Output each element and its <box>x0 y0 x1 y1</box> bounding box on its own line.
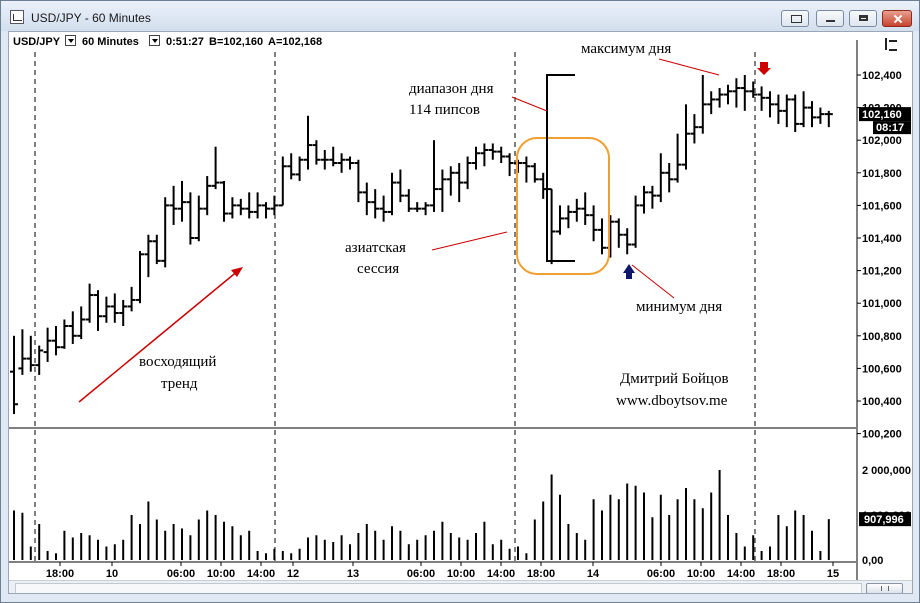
price-axis-label: 101,200 <box>862 266 902 278</box>
time-axis-label: 18:00 <box>46 568 74 580</box>
price-axis-label: 102,400 <box>862 70 902 82</box>
time-axis-label: 14 <box>587 568 600 580</box>
horizontal-scrollbar[interactable] <box>9 580 912 593</box>
chart-window-icon[interactable] <box>10 10 24 24</box>
window-title: USD/JPY - 60 Minutes <box>31 11 151 25</box>
author-name: Дмитрий Бойцов <box>620 371 729 387</box>
price-chart[interactable]: максимум дня диапазон дня 114 пипсов ази… <box>9 32 912 580</box>
time-axis-label: 10:00 <box>447 568 475 580</box>
day-low-pointer-line <box>631 264 675 299</box>
detach-icon <box>782 11 808 26</box>
maximize-icon <box>850 11 876 26</box>
interval-dropdown[interactable] <box>149 35 160 46</box>
interval-label: 60 Minutes <box>82 36 139 48</box>
time-axis-label: 18:00 <box>767 568 795 580</box>
detach-button[interactable] <box>781 10 809 27</box>
close-icon <box>883 11 911 26</box>
day-range-pointer-line <box>511 96 548 112</box>
asian-session-pointer-line <box>431 231 508 251</box>
time-axis-label: 14:00 <box>727 568 755 580</box>
chart-toolbar: USD/JPY 60 Minutes 0:51:27 B=102,160 A=1… <box>9 32 912 52</box>
asian-session-annotation-line2: сессия <box>357 261 399 277</box>
symbol-dropdown[interactable] <box>65 35 76 46</box>
time-axis-label: 10 <box>106 568 118 580</box>
asian-session-annotation-line1: азиатская <box>345 240 406 256</box>
symbol-label: USD/JPY <box>13 36 61 48</box>
close-button[interactable] <box>882 10 912 27</box>
time-axis-label: 10:00 <box>207 568 235 580</box>
uptrend-arrow-head <box>231 267 243 277</box>
day-range-annotation-line2: 114 пипсов <box>409 102 480 118</box>
author-website: www.dboytsov.me <box>616 393 728 409</box>
time-axis-label: 06:00 <box>647 568 675 580</box>
time-axis-label: 06:00 <box>407 568 435 580</box>
title-bar[interactable]: USD/JPY - 60 Minutes <box>1 1 919 31</box>
current-volume-label: 907,996 <box>864 514 904 526</box>
time-axis-label: 14:00 <box>487 568 515 580</box>
day-range-bracket <box>546 74 575 262</box>
bar-countdown-box <box>873 121 911 135</box>
price-axis-label: 101,400 <box>862 233 902 245</box>
current-price-label: 102,160 <box>862 109 902 121</box>
minimize-icon <box>817 11 843 26</box>
price-axis-label: 100,600 <box>862 363 902 375</box>
bar-timer: 0:51:27 <box>166 36 204 48</box>
price-axis-label: 100,200 <box>862 429 902 441</box>
time-axis-label: 10:00 <box>687 568 715 580</box>
time-axis-label: 15 <box>827 568 839 580</box>
current-price-box <box>859 107 911 122</box>
day-high-annotation: максимум дня <box>581 41 671 57</box>
price-axis-label: 100,400 <box>862 396 902 408</box>
time-axis-label: 13 <box>347 568 359 580</box>
day-high-arrow-icon <box>757 62 771 75</box>
chart-area[interactable]: USD/JPY 60 Minutes 0:51:27 B=102,160 A=1… <box>8 31 913 594</box>
ask-price: A=102,168 <box>268 36 323 48</box>
scrollbar-thumb[interactable] <box>866 583 903 593</box>
day-range-annotation-line1: диапазон дня <box>409 81 494 97</box>
maximize-button[interactable] <box>849 10 877 27</box>
uptrend-annotation-line2: тренд <box>161 376 198 392</box>
chart-properties-icon[interactable] <box>885 38 899 51</box>
day-low-arrow-icon <box>623 264 635 279</box>
volume-axis-label: 2 000,000 <box>862 465 911 477</box>
bar-countdown-label: 08:17 <box>876 122 904 134</box>
price-axis-label: 101,800 <box>862 168 902 180</box>
time-axis-label: 06:00 <box>167 568 195 580</box>
minimize-button[interactable] <box>816 10 844 27</box>
scrollbar-track[interactable] <box>15 583 862 593</box>
asian-session-highlight <box>516 137 610 275</box>
time-axis-label: 14:00 <box>247 568 275 580</box>
time-axis-label: 12 <box>287 568 299 580</box>
time-axis-label: 18:00 <box>527 568 555 580</box>
day-low-annotation: минимум дня <box>636 299 722 315</box>
uptrend-arrow-line <box>78 269 240 403</box>
day-high-pointer-line <box>658 58 720 76</box>
volume-axis-label: 0,00 <box>862 555 883 567</box>
price-axis-label: 101,000 <box>862 298 902 310</box>
current-volume-box <box>859 512 911 527</box>
price-axis-label: 102,000 <box>862 135 902 147</box>
price-axis-label: 101,600 <box>862 200 902 212</box>
price-axis-label: 100,800 <box>862 331 902 343</box>
bid-price: B=102,160 <box>209 36 264 48</box>
uptrend-annotation-line1: восходящий <box>139 354 216 370</box>
